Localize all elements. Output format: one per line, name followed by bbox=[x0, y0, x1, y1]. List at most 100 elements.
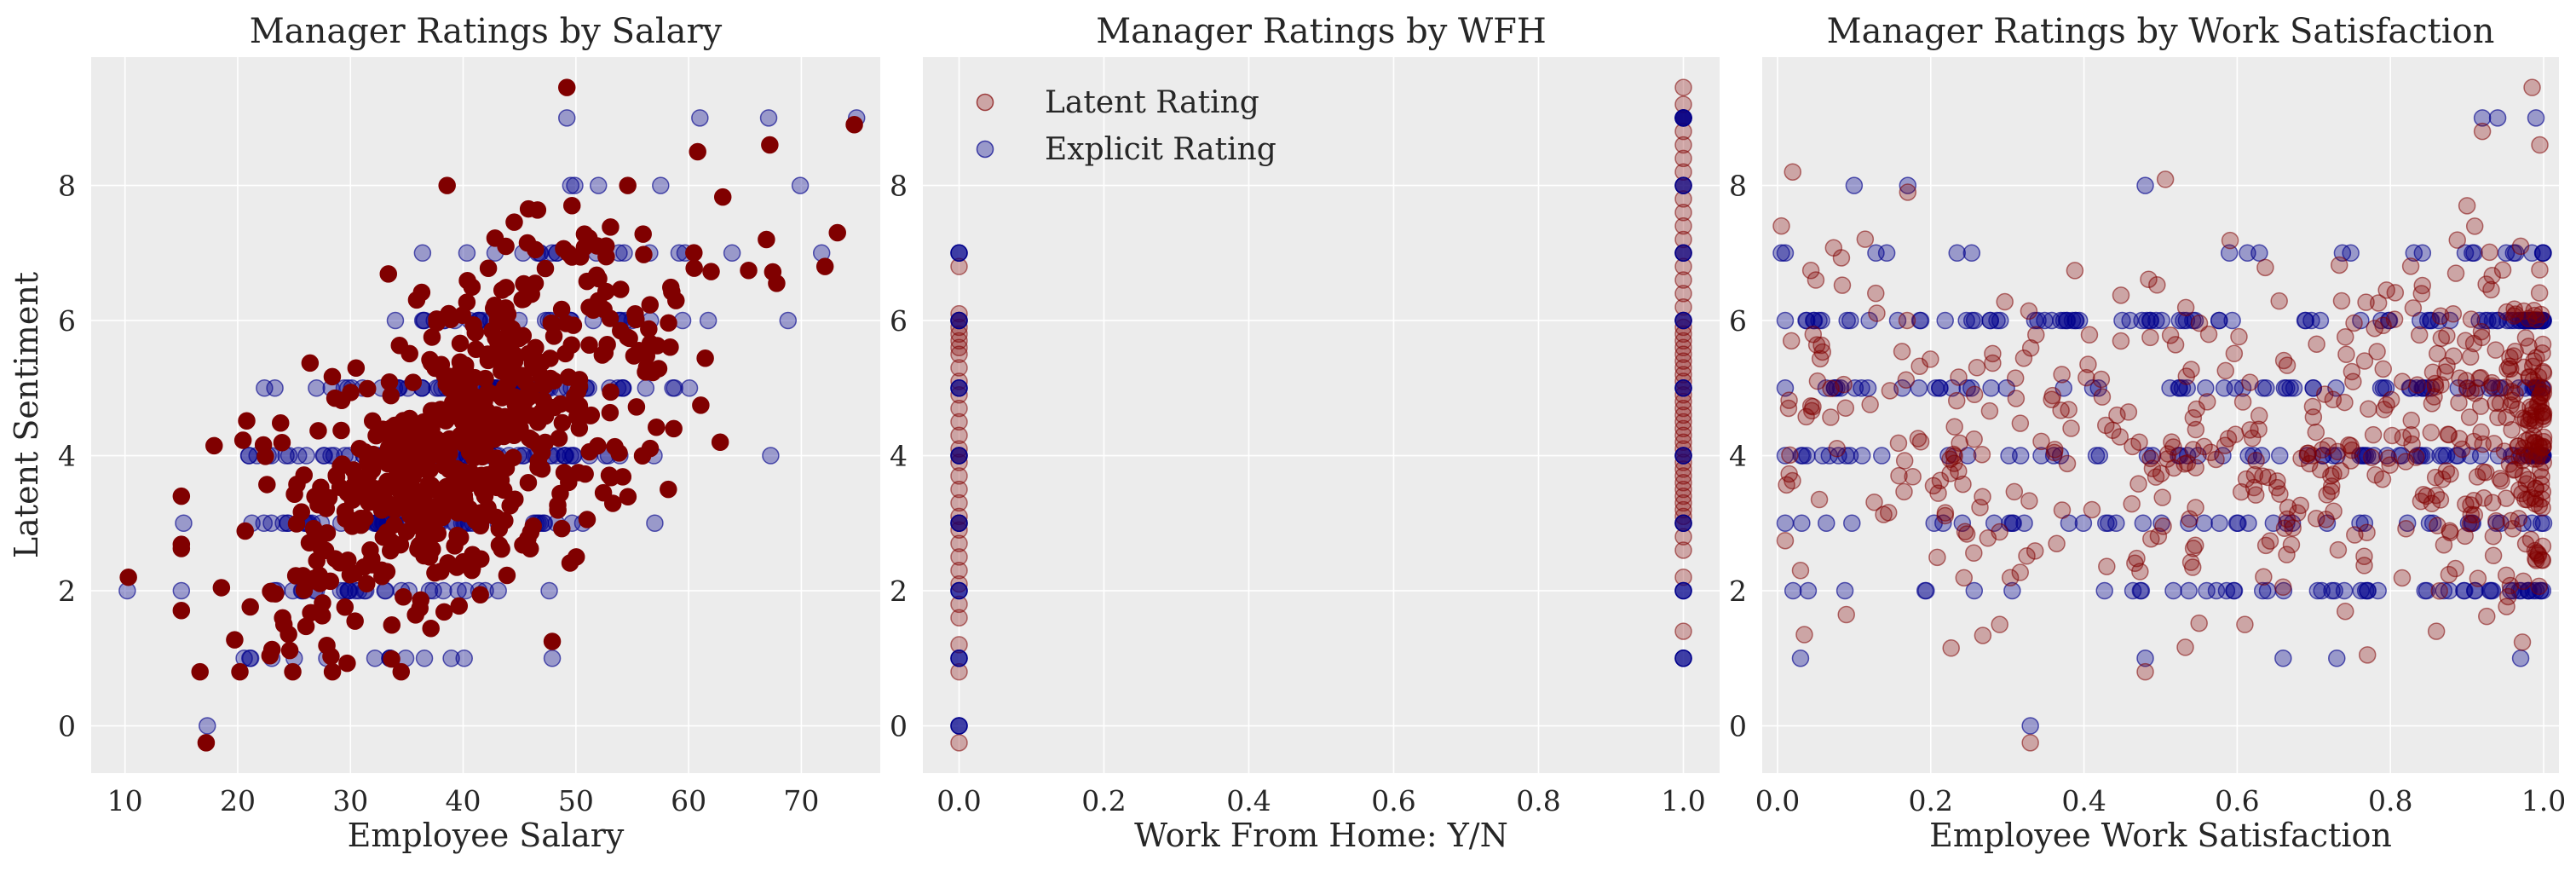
latent-rating-point bbox=[2052, 401, 2070, 419]
latent-rating-point bbox=[505, 213, 523, 231]
latent-rating-point bbox=[845, 115, 863, 134]
latent-rating-point bbox=[689, 142, 706, 161]
explicit-rating-point bbox=[2180, 581, 2198, 600]
latent-rating-point bbox=[563, 248, 581, 266]
latent-rating-point bbox=[665, 419, 683, 438]
latent-rating-point bbox=[2357, 293, 2375, 311]
latent-rating-point bbox=[2369, 294, 2388, 312]
latent-rating-point bbox=[562, 197, 581, 215]
latent-rating-point bbox=[2007, 390, 2026, 407]
latent-rating-point bbox=[2021, 734, 2039, 752]
latent-rating-point bbox=[374, 420, 392, 438]
latent-rating-point bbox=[1881, 382, 1899, 400]
latent-rating-point bbox=[627, 398, 646, 416]
latent-rating-point bbox=[619, 176, 637, 194]
latent-rating-point bbox=[593, 346, 612, 364]
explicit-rating-point bbox=[255, 514, 274, 533]
latent-rating-point bbox=[2156, 170, 2175, 188]
explicit-rating-point bbox=[2113, 311, 2131, 330]
latent-rating-point bbox=[399, 424, 417, 442]
y-tick-label: 4 bbox=[58, 440, 76, 473]
latent-rating-point bbox=[337, 510, 354, 528]
latent-rating-point bbox=[1674, 149, 1692, 168]
latent-rating-point bbox=[661, 338, 679, 356]
latent-rating-point bbox=[692, 396, 710, 414]
x-axis-label: Employee Salary bbox=[348, 817, 625, 854]
latent-rating-point bbox=[1984, 354, 2002, 372]
latent-rating-point bbox=[950, 413, 968, 431]
latent-rating-point bbox=[764, 263, 782, 281]
explicit-rating-point bbox=[2413, 244, 2432, 263]
latent-rating-point bbox=[2430, 582, 2448, 600]
latent-rating-point bbox=[1957, 525, 1976, 543]
latent-rating-point bbox=[1980, 401, 1999, 420]
panel-3: 0.0 0.2 0.4 0.6 0.8 1.0 0 2 4 6 8 Manager Ratings b… bbox=[1729, 12, 2566, 854]
latent-rating-point bbox=[950, 426, 968, 445]
latent-rating-point bbox=[256, 448, 274, 465]
explicit-rating-point bbox=[2369, 581, 2387, 600]
latent-rating-point bbox=[526, 274, 545, 292]
latent-rating-point bbox=[471, 586, 489, 603]
latent-rating-point bbox=[515, 290, 533, 309]
latent-rating-point bbox=[2176, 638, 2194, 656]
latent-rating-point bbox=[1795, 626, 1813, 644]
latent-rating-point bbox=[366, 479, 383, 498]
latent-rating-point bbox=[2502, 360, 2520, 378]
latent-rating-point bbox=[316, 541, 335, 559]
latent-rating-point bbox=[2394, 429, 2412, 447]
explicit-rating-point bbox=[2250, 244, 2268, 263]
explicit-rating-point bbox=[2456, 244, 2475, 263]
latent-rating-point bbox=[2446, 264, 2465, 282]
latent-rating-point bbox=[1772, 217, 1790, 235]
latent-rating-point bbox=[2438, 326, 2456, 345]
latent-rating-point bbox=[2377, 396, 2395, 414]
latent-rating-point bbox=[2440, 425, 2458, 444]
explicit-rating-point bbox=[2483, 311, 2502, 330]
explicit-rating-point bbox=[1963, 311, 1981, 330]
latent-rating-point bbox=[2355, 557, 2373, 575]
latent-rating-point bbox=[685, 244, 703, 262]
explicit-rating-point bbox=[2134, 514, 2152, 533]
latent-rating-point bbox=[2377, 281, 2395, 299]
explicit-rating-point bbox=[2416, 581, 2434, 600]
latent-rating-point bbox=[341, 565, 360, 584]
latent-rating-point bbox=[1828, 440, 1846, 458]
explicit-rating-point bbox=[1910, 379, 1928, 397]
latent-rating-point bbox=[1867, 284, 1885, 303]
latent-rating-point bbox=[284, 662, 302, 681]
x-tick-label: 50 bbox=[558, 784, 594, 817]
latent-rating-point bbox=[2477, 275, 2495, 293]
latent-rating-point bbox=[490, 536, 509, 554]
latent-rating-point bbox=[627, 310, 645, 329]
latent-rating-point bbox=[2364, 425, 2383, 444]
latent-rating-point bbox=[438, 176, 456, 194]
latent-rating-point bbox=[713, 188, 732, 206]
latent-rating-point bbox=[406, 606, 424, 624]
latent-rating-point bbox=[1879, 504, 1898, 522]
latent-rating-point bbox=[950, 399, 968, 418]
y-tick-label: 2 bbox=[1729, 575, 1747, 608]
latent-rating-point bbox=[347, 359, 366, 378]
explicit-rating-point bbox=[950, 514, 968, 533]
latent-rating-point bbox=[1936, 506, 1954, 525]
latent-rating-point bbox=[2451, 369, 2469, 387]
latent-rating-point bbox=[2337, 602, 2354, 621]
latent-rating-point bbox=[2533, 537, 2552, 556]
explicit-rating-point bbox=[2464, 244, 2481, 263]
latent-rating-point bbox=[543, 632, 562, 650]
explicit-rating-point bbox=[424, 581, 442, 600]
latent-rating-point bbox=[471, 517, 490, 534]
latent-rating-point bbox=[2053, 366, 2071, 384]
latent-rating-point bbox=[950, 338, 968, 357]
latent-rating-point bbox=[2524, 371, 2542, 390]
latent-rating-point bbox=[2184, 540, 2203, 557]
latent-rating-point bbox=[2187, 459, 2204, 476]
latent-rating-point bbox=[488, 453, 506, 471]
latent-rating-point bbox=[2445, 347, 2463, 365]
latent-rating-point bbox=[401, 344, 418, 363]
y-tick-label: 6 bbox=[1729, 304, 1747, 338]
latent-rating-point bbox=[2158, 450, 2176, 468]
latent-rating-point bbox=[323, 367, 342, 386]
latent-rating-point bbox=[280, 641, 299, 660]
latent-rating-point bbox=[2427, 486, 2446, 505]
